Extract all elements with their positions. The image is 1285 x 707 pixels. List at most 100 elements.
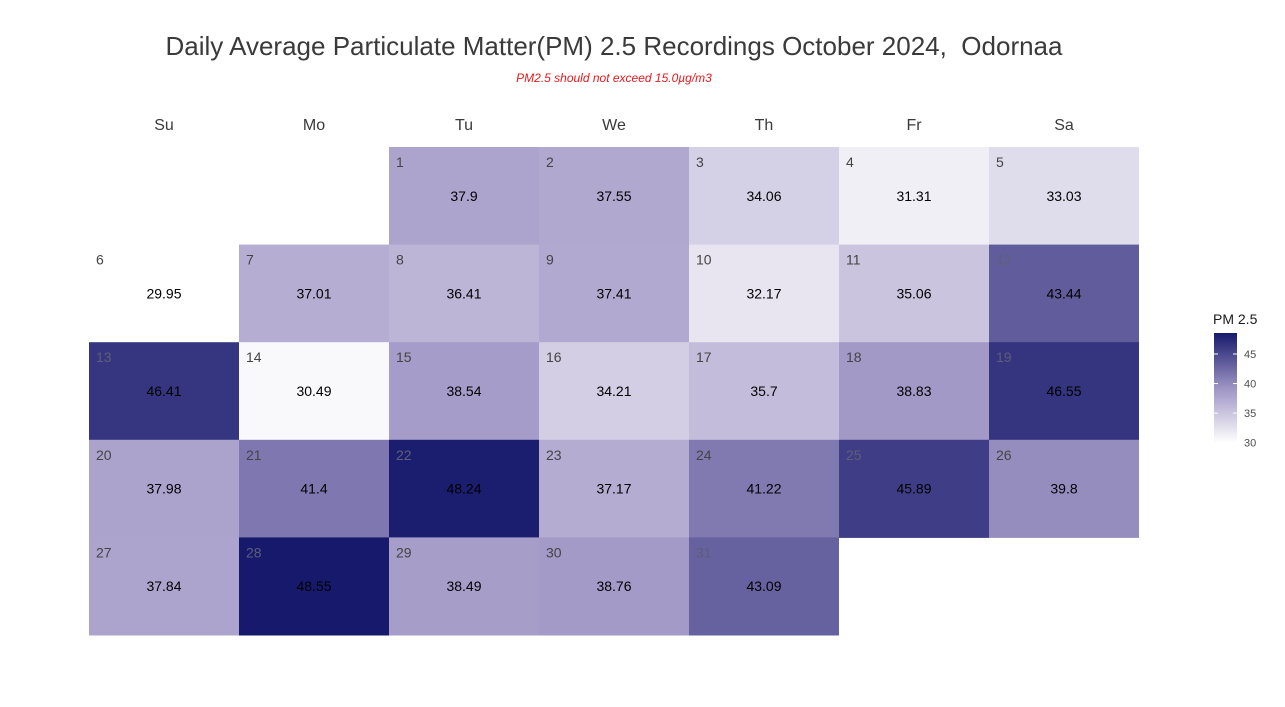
pm25-value-label: 31.31 bbox=[896, 188, 931, 204]
calendar-day-cell: 431.31 bbox=[839, 147, 989, 246]
legend-gradient bbox=[1214, 333, 1237, 443]
legend-tick-label: 45 bbox=[1244, 349, 1256, 361]
pm25-value-label: 38.49 bbox=[446, 578, 481, 594]
legend-tick-label: 30 bbox=[1244, 438, 1256, 450]
pm25-value-label: 39.8 bbox=[1050, 481, 1077, 497]
day-tile bbox=[389, 147, 539, 246]
weekday-header-th: Th bbox=[755, 117, 774, 134]
pm25-value-label: 48.55 bbox=[296, 578, 331, 594]
pm25-value-label: 41.4 bbox=[300, 481, 327, 497]
calendar-day-cell: 10 32.17 bbox=[689, 244, 839, 343]
calendar-day-cell: 26 39.8 bbox=[989, 439, 1139, 538]
weekday-header-fr: Fr bbox=[906, 117, 922, 134]
day-tile bbox=[989, 342, 1139, 441]
calendar-day-cell: 629.95 bbox=[89, 244, 239, 343]
pm25-value-label: 37.41 bbox=[596, 285, 631, 301]
calendar-day-cell: 23 37.17 bbox=[539, 439, 689, 538]
day-tile bbox=[689, 439, 839, 538]
pm25-value-label: 29.95 bbox=[146, 285, 181, 301]
day-number-label: 30 bbox=[546, 544, 562, 560]
pm25-value-label: 30.49 bbox=[296, 383, 331, 399]
calendar-day-cell: 27 37.84 bbox=[89, 537, 239, 636]
day-tile bbox=[89, 537, 239, 636]
day-tile bbox=[839, 244, 989, 343]
pm25-value-label: 37.9 bbox=[450, 188, 477, 204]
day-number-label: 4 bbox=[846, 154, 854, 170]
calendar-day-cell: 30 38.76 bbox=[539, 537, 689, 636]
day-tile bbox=[89, 439, 239, 538]
day-number-label: 12 bbox=[996, 252, 1012, 268]
day-tile bbox=[839, 147, 989, 246]
calendar-day-cell: 334.06 bbox=[689, 147, 839, 246]
day-tile bbox=[389, 342, 539, 441]
day-number-label: 7 bbox=[246, 252, 254, 268]
day-tile bbox=[539, 439, 689, 538]
legend-tick-label: 40 bbox=[1244, 379, 1256, 391]
color-scale-legend bbox=[1214, 333, 1237, 443]
day-tile bbox=[239, 342, 389, 441]
day-number-label: 29 bbox=[396, 544, 412, 560]
pm25-value-label: 34.21 bbox=[596, 383, 631, 399]
day-number-label: 23 bbox=[546, 447, 562, 463]
weekday-header-su: Su bbox=[154, 117, 174, 134]
calendar-day-cell: 13 46.41 bbox=[89, 342, 239, 441]
calendar-day-cell: 22 48.24 bbox=[389, 439, 539, 538]
pm25-value-label: 48.24 bbox=[446, 481, 481, 497]
calendar-day-cell: 16 34.21 bbox=[539, 342, 689, 441]
day-number-label: 21 bbox=[246, 447, 262, 463]
calendar-day-cell: 18 38.83 bbox=[839, 342, 989, 441]
calendar-day-cell: 937.41 bbox=[539, 244, 689, 343]
day-number-label: 15 bbox=[396, 349, 412, 365]
pm25-value-label: 37.01 bbox=[296, 285, 331, 301]
day-tile bbox=[389, 537, 539, 636]
day-tile bbox=[989, 439, 1139, 538]
day-number-label: 16 bbox=[546, 349, 562, 365]
day-tile bbox=[89, 342, 239, 441]
day-number-label: 9 bbox=[546, 252, 554, 268]
pm25-value-label: 38.54 bbox=[446, 383, 481, 399]
calendar-day-cell: 533.03 bbox=[989, 147, 1139, 246]
day-tile bbox=[239, 537, 389, 636]
day-number-label: 19 bbox=[996, 349, 1012, 365]
pm25-value-label: 43.44 bbox=[1046, 285, 1081, 301]
pm25-value-label: 33.03 bbox=[1046, 188, 1081, 204]
pm25-value-label: 41.22 bbox=[746, 481, 781, 497]
calendar-day-cell: 237.55 bbox=[539, 147, 689, 246]
pm25-value-label: 37.55 bbox=[596, 188, 631, 204]
day-tile bbox=[689, 537, 839, 636]
weekday-header-tu: Tu bbox=[455, 117, 473, 134]
day-tile bbox=[989, 244, 1139, 343]
day-number-label: 2 bbox=[546, 154, 554, 170]
pm25-value-label: 36.41 bbox=[446, 285, 481, 301]
calendar-day-cell: 737.01 bbox=[239, 244, 389, 343]
pm25-value-label: 46.55 bbox=[1046, 383, 1081, 399]
day-number-label: 24 bbox=[696, 447, 712, 463]
day-number-label: 20 bbox=[96, 447, 112, 463]
legend-title: PM 2.5 bbox=[1213, 311, 1258, 327]
day-tile bbox=[89, 244, 239, 343]
pm25-value-label: 43.09 bbox=[746, 578, 781, 594]
day-number-label: 17 bbox=[696, 349, 712, 365]
day-number-label: 18 bbox=[846, 349, 862, 365]
day-number-label: 14 bbox=[246, 349, 262, 365]
day-tile bbox=[689, 147, 839, 246]
calendar-day-cell: 25 45.89 bbox=[839, 439, 989, 538]
pm25-value-label: 37.84 bbox=[146, 578, 181, 594]
day-number-label: 1 bbox=[396, 154, 404, 170]
day-tile bbox=[839, 342, 989, 441]
day-tile bbox=[839, 439, 989, 538]
pm25-value-label: 38.83 bbox=[896, 383, 931, 399]
calendar-day-cell: 12 43.44 bbox=[989, 244, 1139, 343]
pm25-value-label: 37.98 bbox=[146, 481, 181, 497]
day-tile bbox=[239, 439, 389, 538]
calendar-day-cell: 17 35.7 bbox=[689, 342, 839, 441]
weekday-header-mo: Mo bbox=[303, 117, 325, 134]
calendar-day-cell: 31 43.09 bbox=[689, 537, 839, 636]
pm25-value-label: 35.06 bbox=[896, 285, 931, 301]
pm25-value-label: 35.7 bbox=[750, 383, 777, 399]
calendar-day-cell: 24 41.22 bbox=[689, 439, 839, 538]
pm25-value-label: 46.41 bbox=[146, 383, 181, 399]
day-number-label: 11 bbox=[846, 252, 861, 268]
